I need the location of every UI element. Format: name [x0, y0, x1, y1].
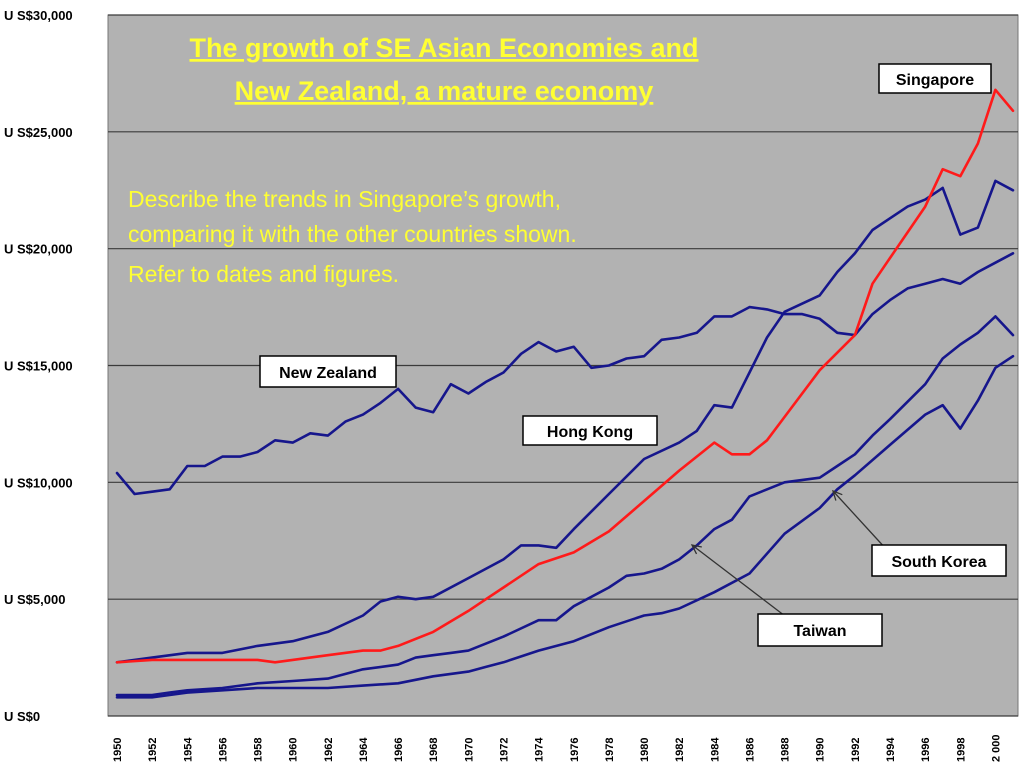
x-tick-label: 1966 [393, 738, 405, 762]
question-line-1: Describe the trends in Singapore’s growt… [128, 186, 561, 212]
series-line-new-zealand [115, 252, 1015, 496]
series-label-new-zealand: New Zealand [259, 355, 397, 388]
question-line-3: Refer to dates and figures. [128, 261, 399, 287]
gridlines [108, 14, 1018, 717]
x-tick-label: 1970 [463, 738, 475, 762]
x-axis-labels: 1950 1952 1954 1956 1958 1960 1962 1964 1966 1968… [112, 734, 1002, 762]
y-tick-label: U S$25,000 [4, 125, 73, 140]
question-line-2: comparing it with the other countries sh… [128, 221, 577, 247]
x-tick-label: 1996 [920, 738, 932, 762]
series-label-taiwan: Taiwan [757, 613, 883, 647]
x-tick-label: 1992 [850, 738, 862, 762]
svg-text:South Korea: South Korea [891, 554, 986, 571]
x-tick-label: 1982 [674, 738, 686, 762]
x-tick-label: 1950 [112, 738, 124, 762]
x-tick-label: 1956 [217, 738, 229, 762]
y-tick-label: U S$15,000 [4, 359, 73, 374]
y-tick-label: U S$10,000 [4, 475, 73, 490]
x-tick-label: 1952 [147, 738, 159, 762]
x-tick-label: 1998 [955, 738, 967, 762]
series-line-singapore [115, 88, 1015, 664]
x-tick-label: 1968 [428, 738, 440, 762]
x-tick-label: 1984 [709, 737, 721, 762]
y-axis-labels: U S$0 U S$5,000 U S$10,000 U S$15,000 U S$20… [4, 8, 73, 724]
svg-text:Singapore: Singapore [896, 72, 974, 89]
y-tick-label: U S$0 [4, 709, 40, 724]
series-line-hong-kong [115, 179, 1015, 664]
series-label-singapore: Singapore [878, 63, 992, 94]
x-tick-label: 1988 [780, 738, 792, 762]
arrow-to-south-korea [831, 489, 888, 551]
series-label-hong-kong: Hong Kong [522, 415, 658, 446]
arrow-to-taiwan [690, 544, 786, 617]
x-tick-label: 1964 [358, 737, 370, 762]
x-tick-label: 1986 [744, 738, 756, 762]
series-line-taiwan [115, 315, 1015, 697]
x-tick-label: 1954 [182, 737, 194, 762]
x-tick-label: 2 000 [990, 734, 1002, 762]
svg-text:New Zealand: New Zealand [279, 365, 377, 382]
series-lines [115, 88, 1015, 699]
y-tick-label: U S$30,000 [4, 8, 73, 23]
y-tick-label: U S$20,000 [4, 242, 73, 257]
chart-title-line-2: New Zealand, a mature economy [235, 76, 654, 106]
x-tick-label: 1958 [253, 738, 265, 762]
series-label-south-korea: South Korea [871, 544, 1007, 577]
pointer-arrows [690, 489, 888, 617]
x-tick-label: 1978 [604, 738, 616, 762]
x-tick-label: 1962 [323, 738, 335, 762]
x-tick-label: 1960 [288, 738, 300, 762]
svg-text:Taiwan: Taiwan [793, 623, 846, 640]
x-tick-label: 1974 [534, 737, 546, 762]
y-tick-label: U S$5,000 [4, 592, 65, 607]
x-tick-label: 1976 [569, 738, 581, 762]
x-tick-label: 1972 [499, 738, 511, 762]
x-tick-label: 1980 [639, 738, 651, 762]
x-tick-label: 1994 [885, 737, 897, 762]
x-tick-label: 1990 [815, 738, 827, 762]
series-line-south-korea [115, 354, 1015, 699]
chart-title-line-1: The growth of SE Asian Economies and [189, 33, 698, 63]
svg-text:Hong Kong: Hong Kong [547, 424, 633, 441]
